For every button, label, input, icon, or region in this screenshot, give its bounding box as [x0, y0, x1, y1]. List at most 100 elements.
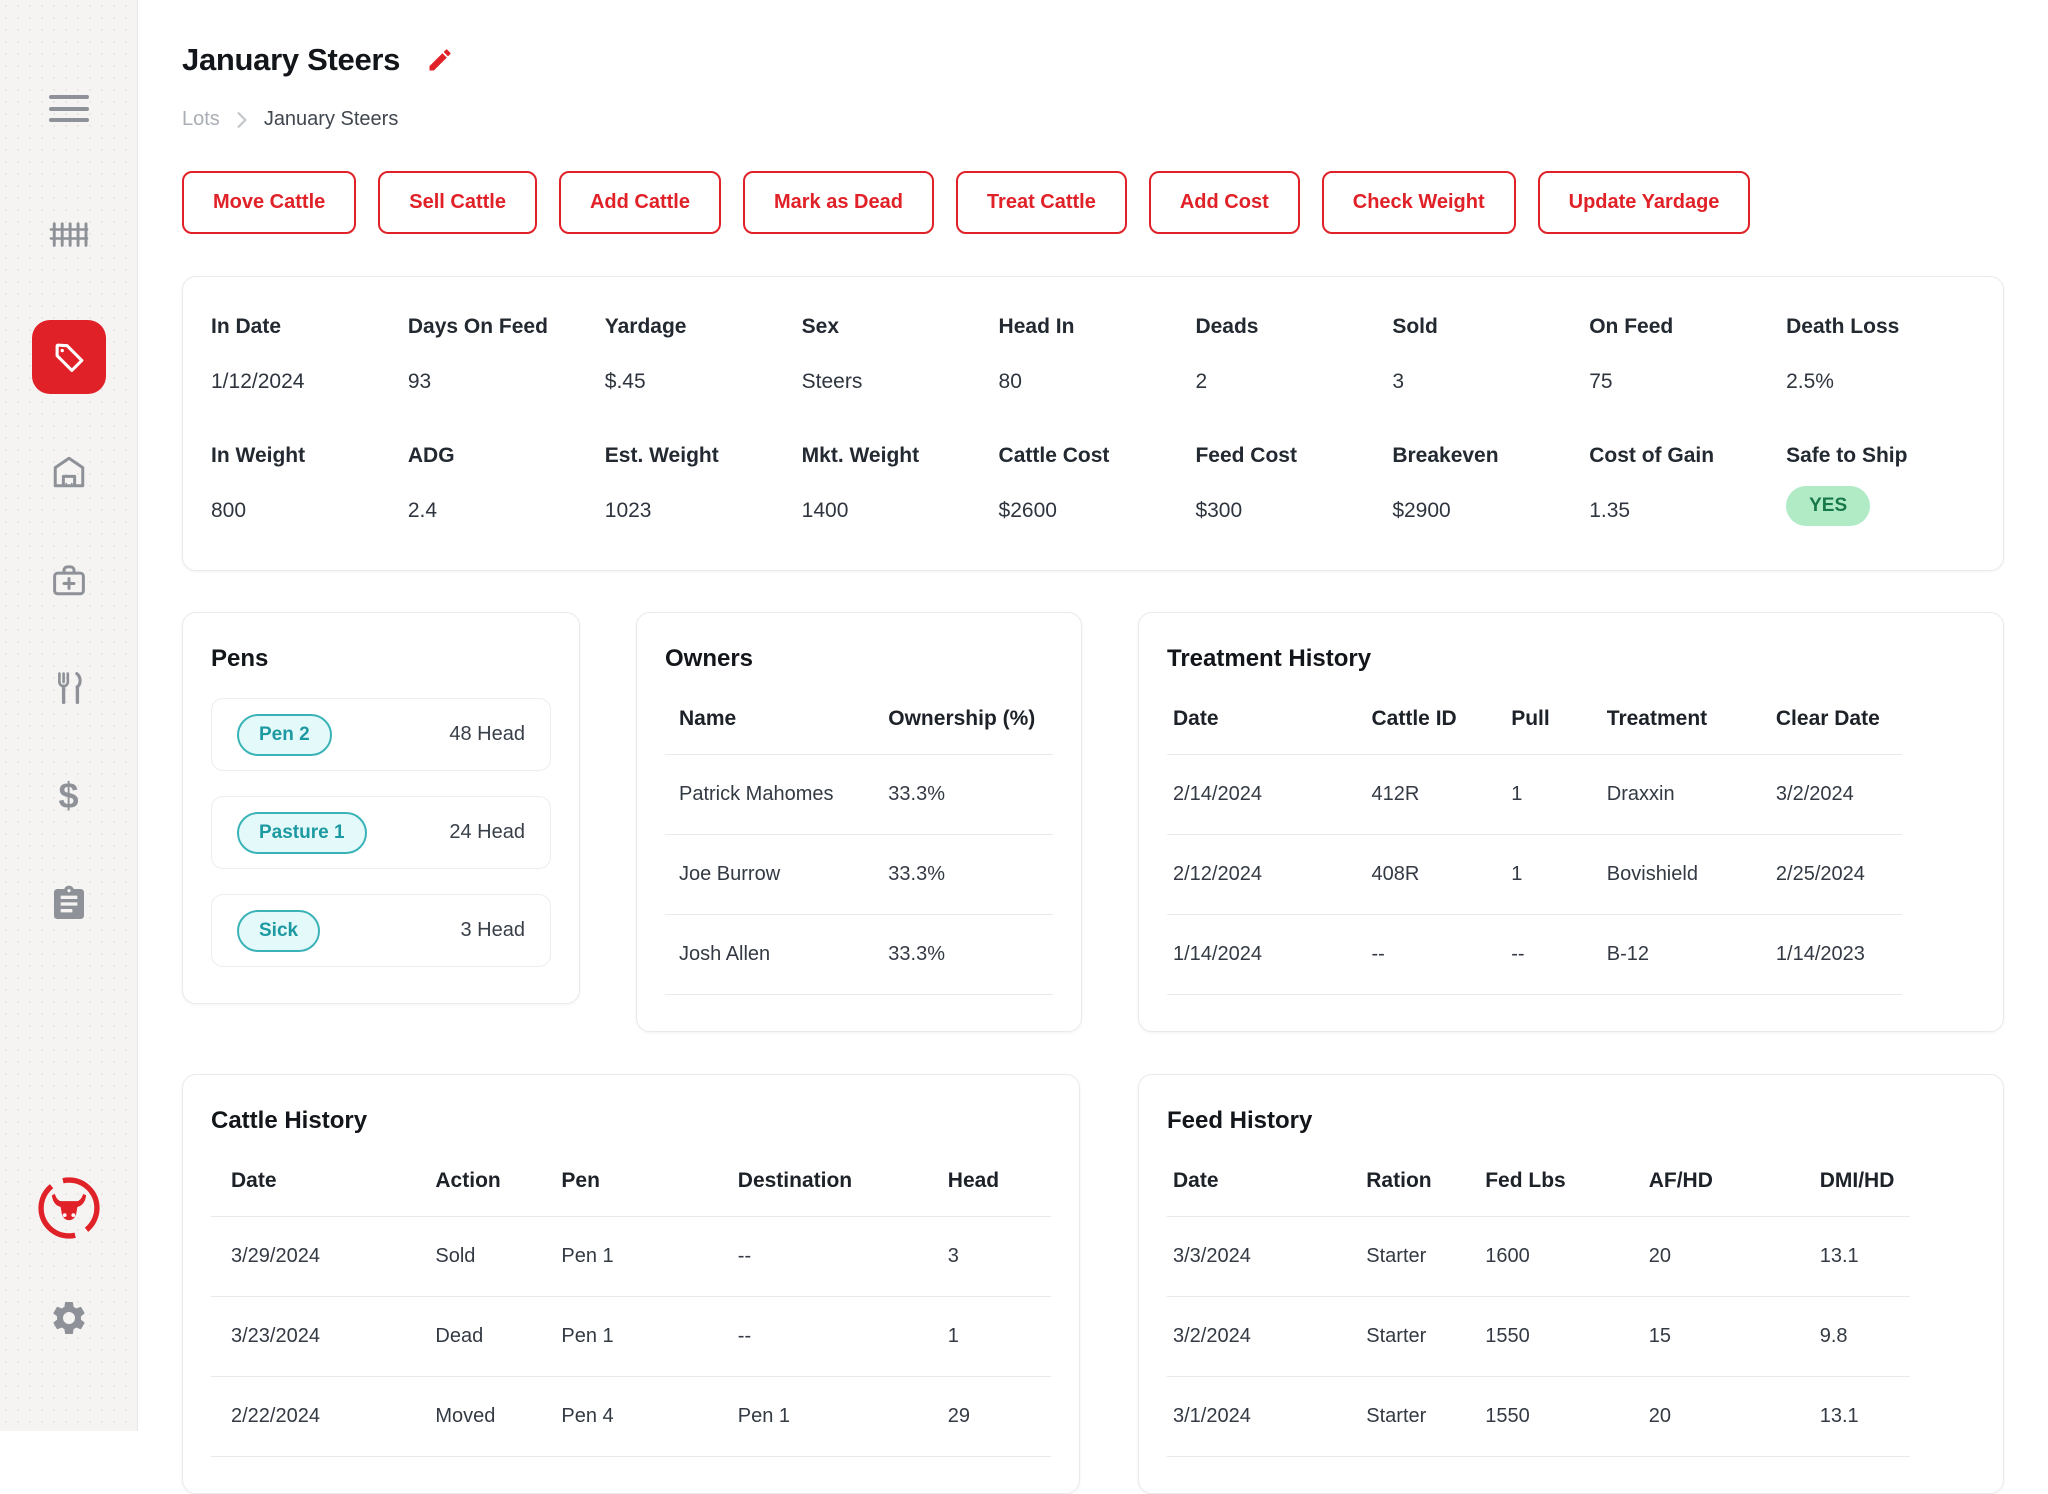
table-cell: Dead [429, 1296, 556, 1377]
stat-value: 800 [211, 499, 247, 522]
sidebar-item-finance[interactable]: $ [46, 774, 92, 818]
pen-tag-pill[interactable]: Pasture 1 [237, 811, 367, 854]
table-cell: 1550 [1479, 1296, 1643, 1377]
action-button-row: Move Cattle Sell Cattle Add Cattle Mark … [182, 171, 2004, 234]
stat-value: 1400 [801, 499, 849, 522]
table-cell: 3/2/2024 [1167, 1296, 1361, 1377]
move-cattle-button[interactable]: Move Cattle [182, 171, 357, 234]
pen-tag-pill[interactable]: Pen 2 [237, 713, 332, 756]
update-yardage-button[interactable]: Update Yardage [1537, 171, 1751, 234]
table-cell: -- [1505, 914, 1601, 995]
pen-row[interactable]: Pasture 1 24 Head [211, 796, 551, 869]
stat-safe-to-ship: Safe to Ship YES [1786, 444, 1975, 526]
table-cell: 15 [1642, 1296, 1814, 1377]
table-cell: 3/3/2024 [1167, 1216, 1361, 1297]
stat-value: 2.4 [407, 499, 438, 522]
table-cell: 20 [1642, 1376, 1814, 1457]
table-cell: 13.1 [1813, 1376, 1911, 1457]
table-cell: 1 [1505, 834, 1601, 915]
treat-cattle-button[interactable]: Treat Cattle [955, 171, 1127, 234]
stat-value: 1.35 [1589, 499, 1631, 522]
stat-value: 93 [407, 370, 432, 393]
utensils-icon [57, 672, 82, 705]
pen-tag-pill[interactable]: Sick [237, 909, 321, 952]
table-cell: Bovishield [1600, 834, 1770, 915]
pen-row[interactable]: Pen 2 48 Head [211, 698, 551, 771]
add-cattle-button[interactable]: Add Cattle [558, 171, 721, 234]
column-header: DMI/HD [1819, 1169, 1895, 1192]
column-header: Treatment [1606, 707, 1708, 730]
table-cell: 3/23/2024 [211, 1296, 430, 1377]
table-cell: 1550 [1479, 1376, 1643, 1457]
column-header: Cattle ID [1371, 707, 1457, 730]
table-row: Joe Burrow 33.3% [665, 834, 1053, 915]
fence-icon [49, 222, 88, 247]
owners-title: Owners [665, 645, 754, 672]
column-header: Ownership (%) [888, 707, 1036, 730]
sidebar-item-lots-active[interactable] [31, 320, 106, 394]
edit-title-button[interactable] [426, 46, 454, 74]
stat-label: ADG [407, 444, 455, 467]
page-title: January Steers [182, 42, 401, 77]
table-cell: 2/14/2024 [1167, 754, 1366, 835]
sidebar-item-treatments[interactable] [46, 558, 92, 602]
owners-table: Name Ownership (%) Patrick Mahomes 33.3%… [665, 707, 1053, 995]
safe-to-ship-badge: YES [1786, 486, 1871, 526]
stat-label: Yardage [604, 315, 687, 338]
table-cell: Starter [1360, 1376, 1480, 1457]
table-cell: Starter [1360, 1296, 1480, 1377]
table-cell: 1600 [1479, 1216, 1643, 1297]
cattle-history-card: Cattle History Date Action Pen Destinati… [182, 1074, 1080, 1494]
clear-date-link[interactable]: 2/25/2024 [1769, 834, 1903, 915]
table-cell: Pen 1 [555, 1216, 732, 1297]
clear-date-link[interactable]: 1/14/2023 [1769, 914, 1903, 995]
sidebar-item-settings[interactable] [49, 1298, 89, 1343]
breadcrumb-lots[interactable]: Lots [182, 108, 220, 130]
table-cell: 408R [1365, 834, 1506, 915]
middle-cards-row: Pens Pen 2 48 Head Pasture 1 24 Head Sic… [182, 612, 2004, 1032]
clear-date-link[interactable]: 3/2/2024 [1769, 754, 1903, 835]
stat-label: Feed Cost [1195, 444, 1297, 467]
pen-row[interactable]: Sick 3 Head [211, 894, 551, 967]
stat-value: $.45 [604, 370, 646, 393]
brand-logo[interactable] [36, 1175, 102, 1246]
stat-breakeven: Breakeven $2900 [1392, 444, 1581, 526]
stat-sex: Sex Steers [802, 315, 991, 394]
sidebar-item-barn[interactable] [46, 450, 92, 494]
column-header: Ration [1366, 1169, 1432, 1192]
breadcrumb-current: January Steers [263, 108, 399, 130]
stat-days-on-feed: Days On Feed 93 [408, 315, 597, 394]
stat-est-weight: Est. Weight 1023 [605, 444, 794, 526]
stat-value: 1/12/2024 [211, 370, 305, 393]
mark-as-dead-button[interactable]: Mark as Dead [742, 171, 934, 234]
stat-label: Safe to Ship [1786, 444, 1908, 467]
table-row: 3/1/2024 Starter 1550 20 13.1 [1167, 1376, 1911, 1457]
sidebar-item-fence[interactable] [46, 212, 92, 256]
table-cell: 1/14/2024 [1167, 914, 1366, 995]
stat-cattle-cost: Cattle Cost $2600 [999, 444, 1188, 526]
stat-head-in: Head In 80 [999, 315, 1188, 394]
table-cell: -- [731, 1216, 942, 1297]
treatment-history-table: Date Cattle ID Pull Treatment Clear Date… [1167, 707, 1903, 995]
table-cell: Draxxin [1600, 754, 1770, 835]
table-cell: 20 [1642, 1216, 1814, 1297]
table-cell: 2/12/2024 [1167, 834, 1366, 915]
pencil-icon [429, 49, 451, 71]
stat-label: On Feed [1589, 315, 1674, 338]
sidebar-item-reports[interactable] [46, 882, 92, 926]
treatment-history-card: Treatment History Date Cattle ID Pull Tr… [1138, 612, 2004, 1032]
column-header: Fed Lbs [1485, 1169, 1566, 1192]
main-content: January Steers Lots January Steers Move … [138, 0, 2048, 1494]
menu-button[interactable] [48, 95, 89, 122]
menu-icon [48, 95, 89, 99]
dollar-icon: $ [58, 775, 79, 816]
check-weight-button[interactable]: Check Weight [1321, 171, 1516, 234]
menu-icon [48, 106, 89, 111]
stats-grid: In Date 1/12/2024 Days On Feed 93 Yardag… [211, 315, 1975, 526]
table-row: Josh Allen 33.3% [665, 914, 1053, 995]
sell-cattle-button[interactable]: Sell Cattle [378, 171, 537, 234]
add-cost-button[interactable]: Add Cost [1148, 171, 1300, 234]
table-header-row: Date Action Pen Destination Head [211, 1169, 1051, 1217]
sidebar-item-feeding[interactable] [46, 666, 92, 710]
column-header: Destination [737, 1169, 853, 1192]
